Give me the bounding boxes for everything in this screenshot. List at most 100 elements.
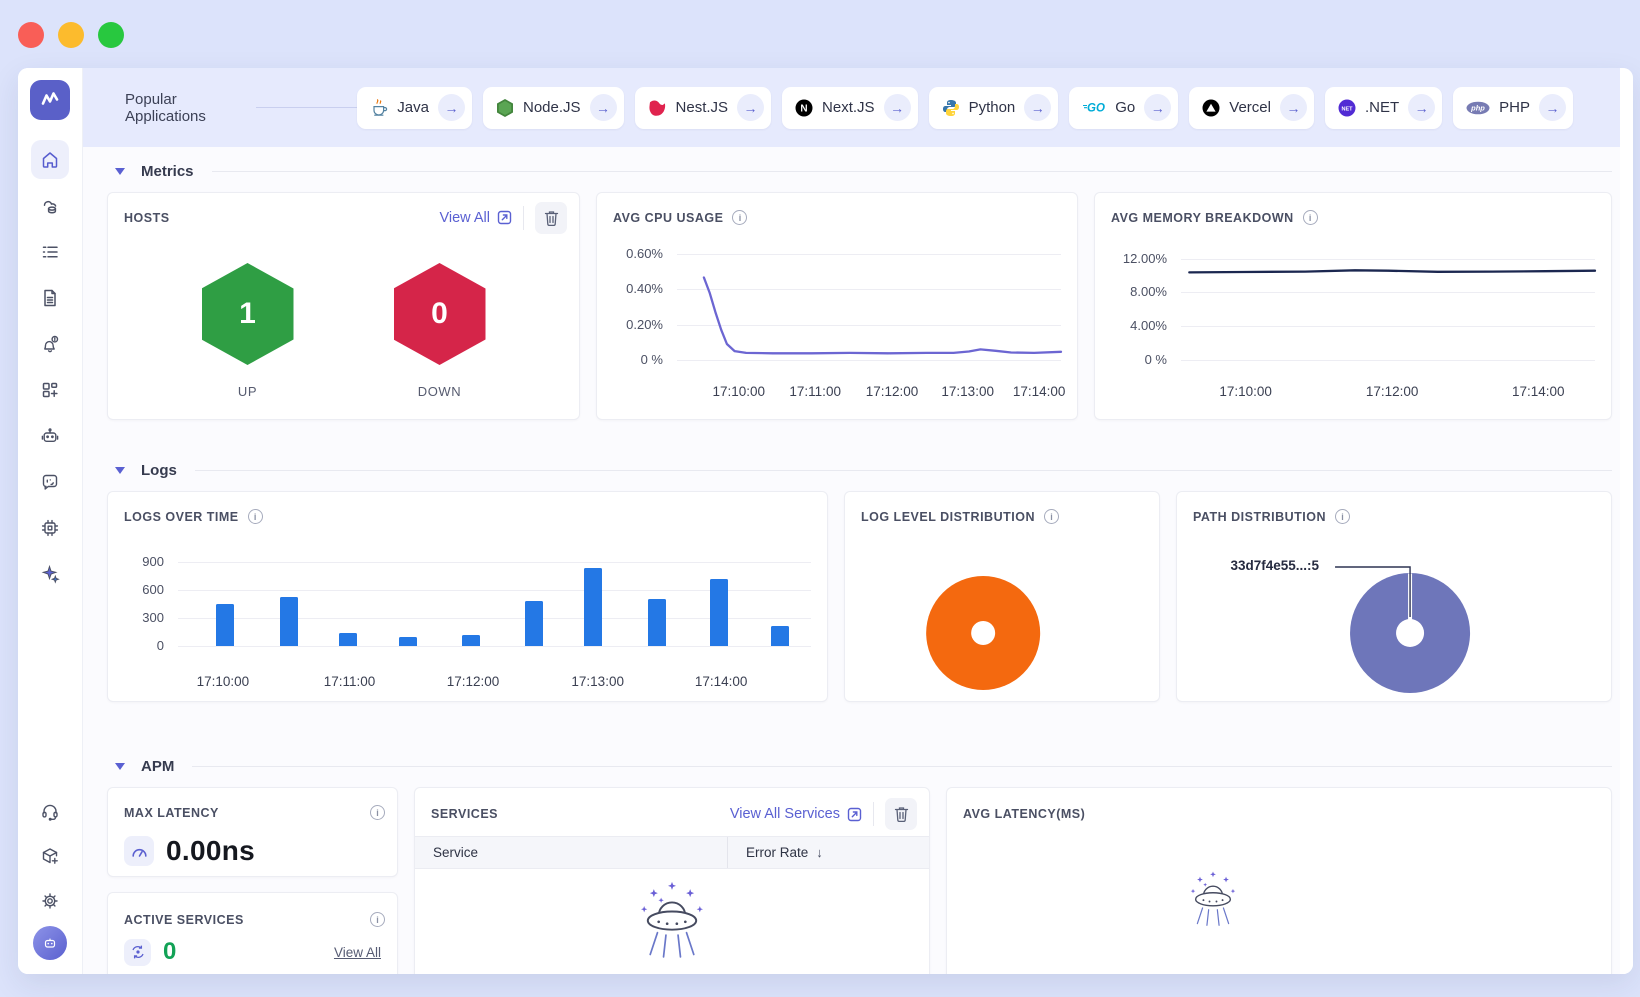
max-latency-card: MAX LATENCY i 0.00ns bbox=[107, 787, 398, 877]
app-button-java[interactable]: Java → bbox=[357, 86, 472, 129]
apm-row: MAX LATENCY i 0.00ns ACTIVE SERVICES bbox=[107, 787, 1612, 974]
collapse-triangle-icon[interactable] bbox=[115, 763, 125, 770]
ufo-empty-illustration bbox=[626, 877, 718, 969]
sidebar-item-dashboards[interactable] bbox=[31, 370, 69, 409]
sidebar-item-settings[interactable] bbox=[31, 881, 69, 920]
memory-line-chart[interactable]: 0 % 4.00% 8.00% 12.00% 17:10:00 17:12:00 17:14… bbox=[1095, 229, 1611, 400]
bar[interactable] bbox=[771, 626, 789, 646]
bar[interactable] bbox=[338, 633, 357, 646]
app-button-python[interactable]: Python → bbox=[928, 86, 1059, 129]
collapse-triangle-icon[interactable] bbox=[115, 168, 125, 175]
app-button-nextjs[interactable]: N Next.JS → bbox=[782, 86, 918, 129]
sidebar-item-infrastructure[interactable] bbox=[31, 186, 69, 225]
sidebar-item-reports[interactable] bbox=[31, 278, 69, 317]
path-donut-chart[interactable]: 33d7f4e55...:5 bbox=[1177, 528, 1611, 699]
arrow-right-icon[interactable]: → bbox=[1279, 94, 1307, 121]
sidebar-item-alerts[interactable] bbox=[31, 324, 69, 363]
hosts-delete-button[interactable] bbox=[535, 201, 567, 234]
bar[interactable] bbox=[524, 601, 543, 646]
ufo-empty-illustration bbox=[1180, 868, 1246, 936]
services-view-all-link[interactable]: View All Services bbox=[730, 806, 862, 822]
card-title: AVG MEMORY BREAKDOWN bbox=[1111, 210, 1294, 225]
app-button-go[interactable]: GO Go → bbox=[1069, 86, 1179, 129]
app-button-vercel[interactable]: Vercel → bbox=[1189, 86, 1314, 129]
donut-chart[interactable] bbox=[1177, 528, 1611, 699]
sidebar-item-integrations[interactable] bbox=[31, 836, 69, 875]
bar[interactable] bbox=[399, 636, 418, 646]
info-icon[interactable]: i bbox=[1302, 210, 1318, 225]
nestjs-icon bbox=[648, 99, 667, 117]
max-latency-value: 0.00ns bbox=[166, 835, 255, 866]
services-delete-button[interactable] bbox=[885, 798, 917, 830]
donut-chart[interactable] bbox=[845, 528, 1159, 699]
bar[interactable] bbox=[279, 597, 298, 646]
arrow-right-icon[interactable]: → bbox=[589, 94, 617, 121]
hosts-up-hexagon[interactable]: 1 bbox=[201, 263, 294, 365]
line-series bbox=[1188, 269, 1597, 274]
active-services-view-all-link[interactable]: View All bbox=[333, 944, 381, 960]
metrics-row: HOSTS View All bbox=[107, 192, 1612, 420]
y-axis-label: 0.40% bbox=[626, 281, 663, 296]
app-button-php[interactable]: php PHP → bbox=[1453, 86, 1573, 129]
card-title: ACTIVE SERVICES bbox=[124, 912, 244, 927]
x-axis-label: 17:13:00 bbox=[941, 384, 994, 399]
box-plus-icon bbox=[42, 847, 58, 864]
app-button-nestjs[interactable]: Nest.JS → bbox=[634, 86, 772, 129]
alert-bell-icon bbox=[44, 335, 59, 352]
bar[interactable] bbox=[215, 604, 234, 646]
bar[interactable] bbox=[647, 598, 666, 646]
close-window-button[interactable] bbox=[18, 22, 44, 48]
arrow-right-icon[interactable]: → bbox=[1024, 94, 1052, 121]
arrow-right-icon[interactable]: → bbox=[883, 94, 911, 121]
popular-apps: Java → Node.JS → Nest.JS → N Next.JS → Python → GO G… bbox=[357, 86, 1573, 129]
app-label: PHP bbox=[1499, 99, 1530, 116]
hosts-view-all-link[interactable]: View All bbox=[439, 210, 512, 226]
log-level-donut-chart[interactable] bbox=[845, 528, 1159, 699]
user-avatar[interactable] bbox=[33, 926, 67, 960]
middleware-logo[interactable] bbox=[30, 80, 70, 120]
arrow-right-icon[interactable]: → bbox=[1539, 94, 1566, 121]
sidebar-item-bot[interactable] bbox=[31, 416, 69, 455]
info-icon[interactable]: i bbox=[247, 509, 263, 524]
info-icon[interactable]: i bbox=[370, 805, 385, 820]
x-axis-label: 17:12:00 bbox=[446, 674, 500, 689]
sparkle-icon bbox=[41, 564, 60, 584]
arrow-right-icon[interactable]: → bbox=[437, 94, 465, 121]
sidebar-item-logs[interactable] bbox=[31, 232, 69, 271]
column-header-service[interactable]: Service bbox=[433, 845, 479, 860]
bar[interactable] bbox=[583, 568, 602, 646]
card-title: SERVICES bbox=[431, 807, 498, 821]
sidebar-item-synthetic-checks[interactable] bbox=[31, 462, 69, 501]
sidebar-item-support[interactable] bbox=[31, 791, 69, 830]
info-icon[interactable]: i bbox=[1335, 509, 1351, 524]
y-axis-label: 0.60% bbox=[626, 245, 663, 261]
info-icon[interactable]: i bbox=[370, 912, 385, 927]
logs-bar-chart[interactable]: 0 300 600 900 17:10:00 17:11:00 17:12:00 17:13:… bbox=[108, 528, 827, 699]
info-icon[interactable]: i bbox=[732, 210, 748, 225]
gridline bbox=[178, 562, 811, 564]
section-label: Logs bbox=[141, 462, 177, 479]
zoom-window-button[interactable] bbox=[98, 22, 124, 48]
app-window: Popular Applications Java → Node.JS → Nest.J… bbox=[18, 68, 1633, 974]
arrow-right-icon[interactable]: → bbox=[737, 94, 765, 121]
bar[interactable] bbox=[710, 578, 729, 646]
arrow-right-icon[interactable]: → bbox=[1408, 94, 1436, 121]
section-divider bbox=[211, 171, 1612, 172]
scrollbar[interactable] bbox=[1620, 68, 1633, 974]
app-label: Next.JS bbox=[822, 99, 875, 116]
app-label: .NET bbox=[1364, 99, 1400, 116]
sidebar-item-ai[interactable] bbox=[31, 554, 69, 593]
hosts-down-hexagon[interactable]: 0 bbox=[393, 263, 486, 365]
bar[interactable] bbox=[462, 634, 481, 646]
cpu-line-chart[interactable]: 0 % 0.20% 0.40% 0.60% 17:10:00 17:11:00 17:12:… bbox=[597, 229, 1077, 400]
minimize-window-button[interactable] bbox=[58, 22, 84, 48]
external-link-icon bbox=[497, 210, 512, 225]
app-button-nodejs[interactable]: Node.JS → bbox=[482, 86, 624, 129]
app-button-dotnet[interactable]: NET .NET → bbox=[1324, 86, 1443, 129]
sidebar-item-home[interactable] bbox=[31, 140, 69, 179]
collapse-triangle-icon[interactable] bbox=[115, 467, 125, 474]
sidebar-item-processes[interactable] bbox=[31, 508, 69, 547]
arrow-right-icon[interactable]: → bbox=[1144, 94, 1172, 121]
column-header-error-rate[interactable]: Error Rate ↓ bbox=[727, 837, 929, 868]
info-icon[interactable]: i bbox=[1043, 509, 1059, 524]
